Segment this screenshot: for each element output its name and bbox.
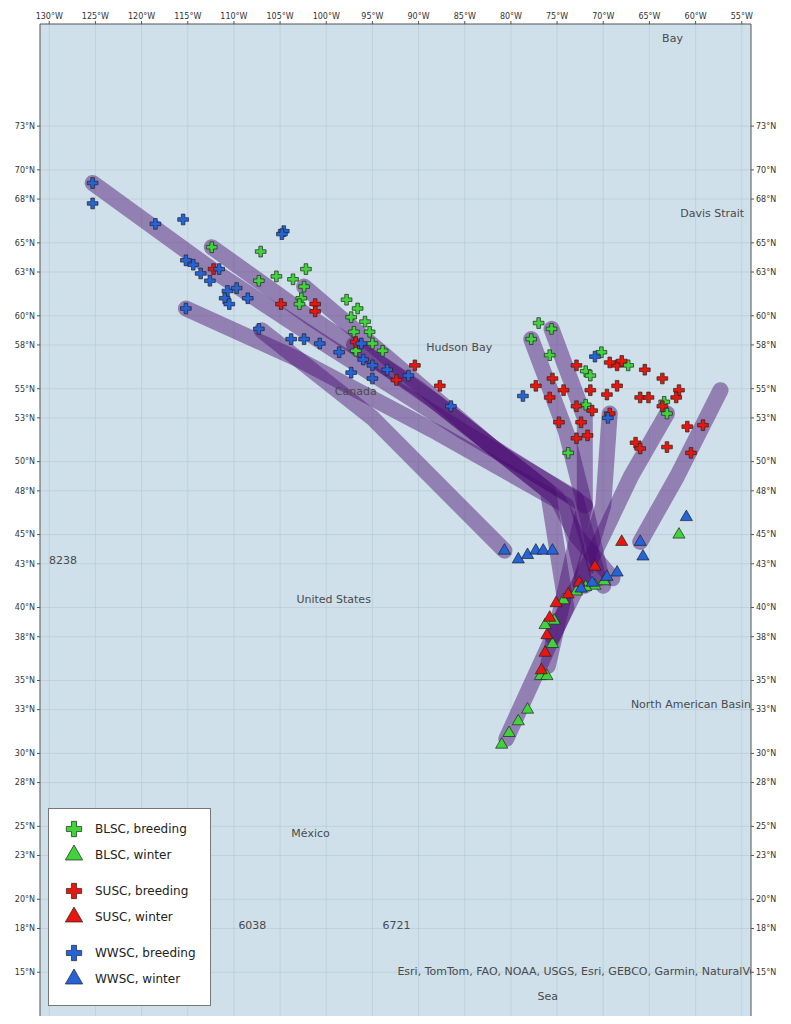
- html-text:BLSC, breeding: BLSC, breeding: [95, 822, 187, 836]
- svg-text:Canada: Canada: [335, 385, 377, 398]
- svg-text:68°N: 68°N: [15, 195, 35, 204]
- svg-text:33°N: 33°N: [15, 705, 35, 714]
- svg-text:Sea: Sea: [538, 990, 559, 1003]
- svg-text:28°N: 28°N: [15, 778, 35, 787]
- svg-text:23°N: 23°N: [756, 851, 776, 860]
- svg-text:115°W: 115°W: [174, 12, 201, 21]
- svg-text:53°N: 53°N: [15, 414, 35, 423]
- svg-text:70°N: 70°N: [15, 166, 35, 175]
- svg-text:50°N: 50°N: [15, 457, 35, 466]
- svg-text:45°N: 45°N: [756, 530, 776, 539]
- svg-text:68°N: 68°N: [756, 195, 776, 204]
- svg-text:25°N: 25°N: [15, 822, 35, 831]
- svg-text:73°N: 73°N: [15, 122, 35, 131]
- svg-text:45°N: 45°N: [15, 530, 35, 539]
- svg-text:North American Basin: North American Basin: [631, 698, 751, 711]
- svg-text:Esri, TomTom, FAO, NOAA, USGS,: Esri, TomTom, FAO, NOAA, USGS, Esri, GEB…: [397, 965, 751, 978]
- svg-text:38°N: 38°N: [15, 633, 35, 642]
- svg-text:120°W: 120°W: [128, 12, 155, 21]
- svg-text:30°N: 30°N: [15, 749, 35, 758]
- svg-text:Hudson Bay: Hudson Bay: [426, 341, 492, 354]
- html-text:WWSC, breeding: WWSC, breeding: [95, 946, 196, 960]
- svg-text:85°W: 85°W: [454, 12, 476, 21]
- svg-text:80°W: 80°W: [500, 12, 522, 21]
- svg-text:20°N: 20°N: [756, 895, 776, 904]
- svg-text:35°N: 35°N: [15, 676, 35, 685]
- svg-text:40°N: 40°N: [756, 603, 776, 612]
- svg-text:53°N: 53°N: [756, 414, 776, 423]
- svg-text:30°N: 30°N: [756, 749, 776, 758]
- html-text:BLSC, winter: BLSC, winter: [95, 848, 172, 862]
- svg-text:70°W: 70°W: [592, 12, 614, 21]
- svg-text:Davis Strait: Davis Strait: [680, 207, 745, 220]
- svg-text:65°N: 65°N: [15, 239, 35, 248]
- svg-text:63°N: 63°N: [15, 268, 35, 277]
- svg-text:40°N: 40°N: [15, 603, 35, 612]
- svg-text:35°N: 35°N: [756, 676, 776, 685]
- svg-text:48°N: 48°N: [15, 487, 35, 496]
- svg-text:55°N: 55°N: [15, 385, 35, 394]
- svg-text:58°N: 58°N: [756, 341, 776, 350]
- svg-text:38°N: 38°N: [756, 633, 776, 642]
- svg-text:28°N: 28°N: [756, 778, 776, 787]
- svg-text:60°N: 60°N: [756, 312, 776, 321]
- svg-text:México: México: [291, 827, 330, 840]
- svg-text:125°W: 125°W: [82, 12, 109, 21]
- svg-text:Bay: Bay: [662, 32, 683, 45]
- svg-text:100°W: 100°W: [313, 12, 340, 21]
- svg-text:130°W: 130°W: [36, 12, 63, 21]
- html-text:SUSC, breeding: SUSC, breeding: [95, 884, 189, 898]
- svg-text:18°N: 18°N: [756, 924, 776, 933]
- svg-text:43°N: 43°N: [756, 560, 776, 569]
- svg-text:90°W: 90°W: [408, 12, 430, 21]
- svg-text:United States: United States: [296, 593, 371, 606]
- svg-text:50°N: 50°N: [756, 457, 776, 466]
- svg-text:33°N: 33°N: [756, 705, 776, 714]
- svg-text:20°N: 20°N: [15, 895, 35, 904]
- svg-text:73°N: 73°N: [756, 122, 776, 131]
- svg-text:95°W: 95°W: [361, 12, 383, 21]
- svg-text:60°N: 60°N: [15, 312, 35, 321]
- svg-text:55°N: 55°N: [756, 385, 776, 394]
- svg-text:55°W: 55°W: [731, 12, 753, 21]
- svg-text:105°W: 105°W: [266, 12, 293, 21]
- svg-text:18°N: 18°N: [15, 924, 35, 933]
- html-text:WWSC, winter: WWSC, winter: [95, 972, 181, 986]
- svg-text:65°W: 65°W: [638, 12, 660, 21]
- svg-text:25°N: 25°N: [756, 822, 776, 831]
- svg-text:65°N: 65°N: [756, 239, 776, 248]
- svg-text:23°N: 23°N: [15, 851, 35, 860]
- svg-text:48°N: 48°N: [756, 487, 776, 496]
- html-text:SUSC, winter: SUSC, winter: [95, 910, 173, 924]
- svg-text:15°N: 15°N: [756, 968, 776, 977]
- svg-text:110°W: 110°W: [220, 12, 247, 21]
- svg-text:43°N: 43°N: [15, 560, 35, 569]
- svg-text:8238: 8238: [49, 554, 77, 567]
- svg-text:60°W: 60°W: [685, 12, 707, 21]
- svg-text:6038: 6038: [238, 919, 266, 932]
- svg-text:6721: 6721: [382, 919, 410, 932]
- svg-text:70°N: 70°N: [756, 166, 776, 175]
- svg-text:75°W: 75°W: [546, 12, 568, 21]
- svg-text:58°N: 58°N: [15, 341, 35, 350]
- svg-text:63°N: 63°N: [756, 268, 776, 277]
- svg-text:15°N: 15°N: [15, 968, 35, 977]
